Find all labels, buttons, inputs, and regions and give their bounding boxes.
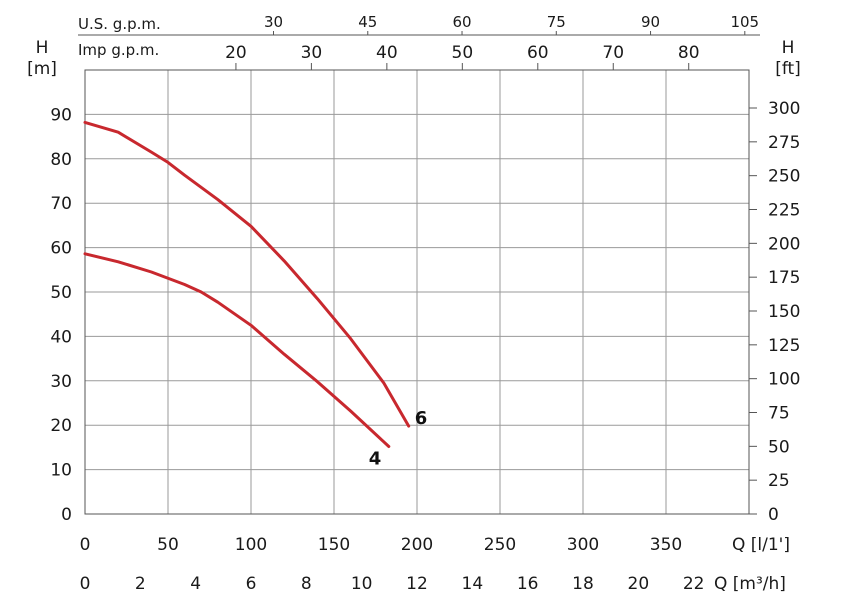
curve-6 — [83, 120, 411, 428]
x-secondary-tick-label: 20 — [628, 574, 650, 594]
x-primary-tick-label: 200 — [401, 535, 433, 555]
y-left-tick-label: 70 — [50, 194, 72, 214]
x-secondary-tick-label: 16 — [517, 574, 539, 594]
plot-frame — [84, 69, 750, 515]
x-secondary-tick-label: 6 — [246, 574, 257, 594]
y-right-tick-label: 50 — [768, 437, 790, 457]
x-secondary-tick-label: 22 — [683, 574, 705, 594]
top-us-tick-label: 75 — [547, 13, 566, 31]
x-secondary-tick-label: 10 — [351, 574, 373, 594]
top-imp-tick-label: 70 — [602, 43, 624, 63]
x-secondary-tick-label: 8 — [301, 574, 312, 594]
curve-label-6: 6 — [415, 408, 428, 429]
right-axis-title: H — [782, 38, 795, 58]
top-us-tick-label: 60 — [452, 13, 471, 31]
y-right-tick-label: 0 — [768, 505, 779, 525]
x-secondary-tick-label: 4 — [190, 574, 201, 594]
top-imp-tick-label: 40 — [376, 43, 398, 63]
x-secondary-tick-label: 14 — [462, 574, 484, 594]
y-left-tick-label: 0 — [61, 505, 72, 525]
x-secondary-tick-label: 12 — [406, 574, 428, 594]
x-secondary-axis-title: Q [m³/h] — [714, 574, 786, 594]
axis-labels: U.S. g.p.m. Imp g.p.m. H [m] H [ft] Q [l… — [27, 15, 801, 594]
x-primary-tick-label: 300 — [567, 535, 599, 555]
curve-label-4: 4 — [369, 449, 382, 470]
y-left-tick-label: 40 — [50, 327, 72, 347]
y-right-tick-label: 100 — [768, 370, 800, 390]
y-right-tick-label: 175 — [768, 268, 800, 288]
y-left-tick-label: 30 — [50, 372, 72, 392]
y-right-tick-label: 275 — [768, 133, 800, 153]
left-axis-title: H — [36, 38, 49, 58]
y-left-tick-label: 60 — [50, 239, 72, 259]
x-primary-axis-title: Q [l/1'] — [732, 535, 790, 555]
y-left-tick-label: 80 — [50, 150, 72, 170]
top-imp-tick-label: 50 — [452, 43, 474, 63]
y-right-tick-label: 125 — [768, 336, 800, 356]
y-right-tick-label: 150 — [768, 302, 800, 322]
x-secondary-tick-label: 2 — [135, 574, 146, 594]
y-left-tick-label: 90 — [50, 105, 72, 125]
curves: 64 — [83, 120, 428, 470]
x-secondary-tick-label: 0 — [80, 574, 91, 594]
y-right-tick-label: 25 — [768, 471, 790, 491]
y-left-tick-label: 50 — [50, 283, 72, 303]
x-secondary-tick-label: 18 — [572, 574, 594, 594]
top-imp-axis-title: Imp g.p.m. — [78, 41, 159, 59]
top-imp-tick-label: 80 — [678, 43, 700, 63]
grid-lines — [85, 70, 749, 514]
x-primary-tick-label: 0 — [80, 535, 91, 555]
y-right-tick-label: 300 — [768, 99, 800, 119]
top-us-axis-title: U.S. g.p.m. — [78, 15, 161, 33]
top-us-tick-label: 45 — [358, 13, 377, 31]
x-primary-tick-label: 250 — [484, 535, 516, 555]
y-left-tick-label: 10 — [50, 461, 72, 481]
y-right-tick-label: 75 — [768, 404, 790, 424]
x-primary-tick-label: 350 — [650, 535, 682, 555]
x-primary-tick-label: 100 — [235, 535, 267, 555]
curve-4 — [83, 252, 391, 448]
left-axis-unit: [m] — [27, 59, 57, 79]
x-primary-tick-label: 150 — [318, 535, 350, 555]
right-axis-unit: [ft] — [775, 59, 801, 79]
top-imp-tick-label: 60 — [527, 43, 549, 63]
top-imp-tick-label: 20 — [225, 43, 247, 63]
top-us-tick-label: 105 — [730, 13, 759, 31]
axis-ticks: 0102030405060708090025507510012515017520… — [50, 13, 800, 594]
top-us-tick-label: 90 — [641, 13, 660, 31]
top-imp-tick-label: 30 — [301, 43, 323, 63]
y-right-tick-label: 200 — [768, 234, 800, 254]
y-left-tick-label: 20 — [50, 416, 72, 436]
y-right-tick-label: 250 — [768, 167, 800, 187]
x-primary-tick-label: 50 — [157, 535, 179, 555]
y-right-tick-label: 225 — [768, 201, 800, 221]
top-us-tick-label: 30 — [264, 13, 283, 31]
